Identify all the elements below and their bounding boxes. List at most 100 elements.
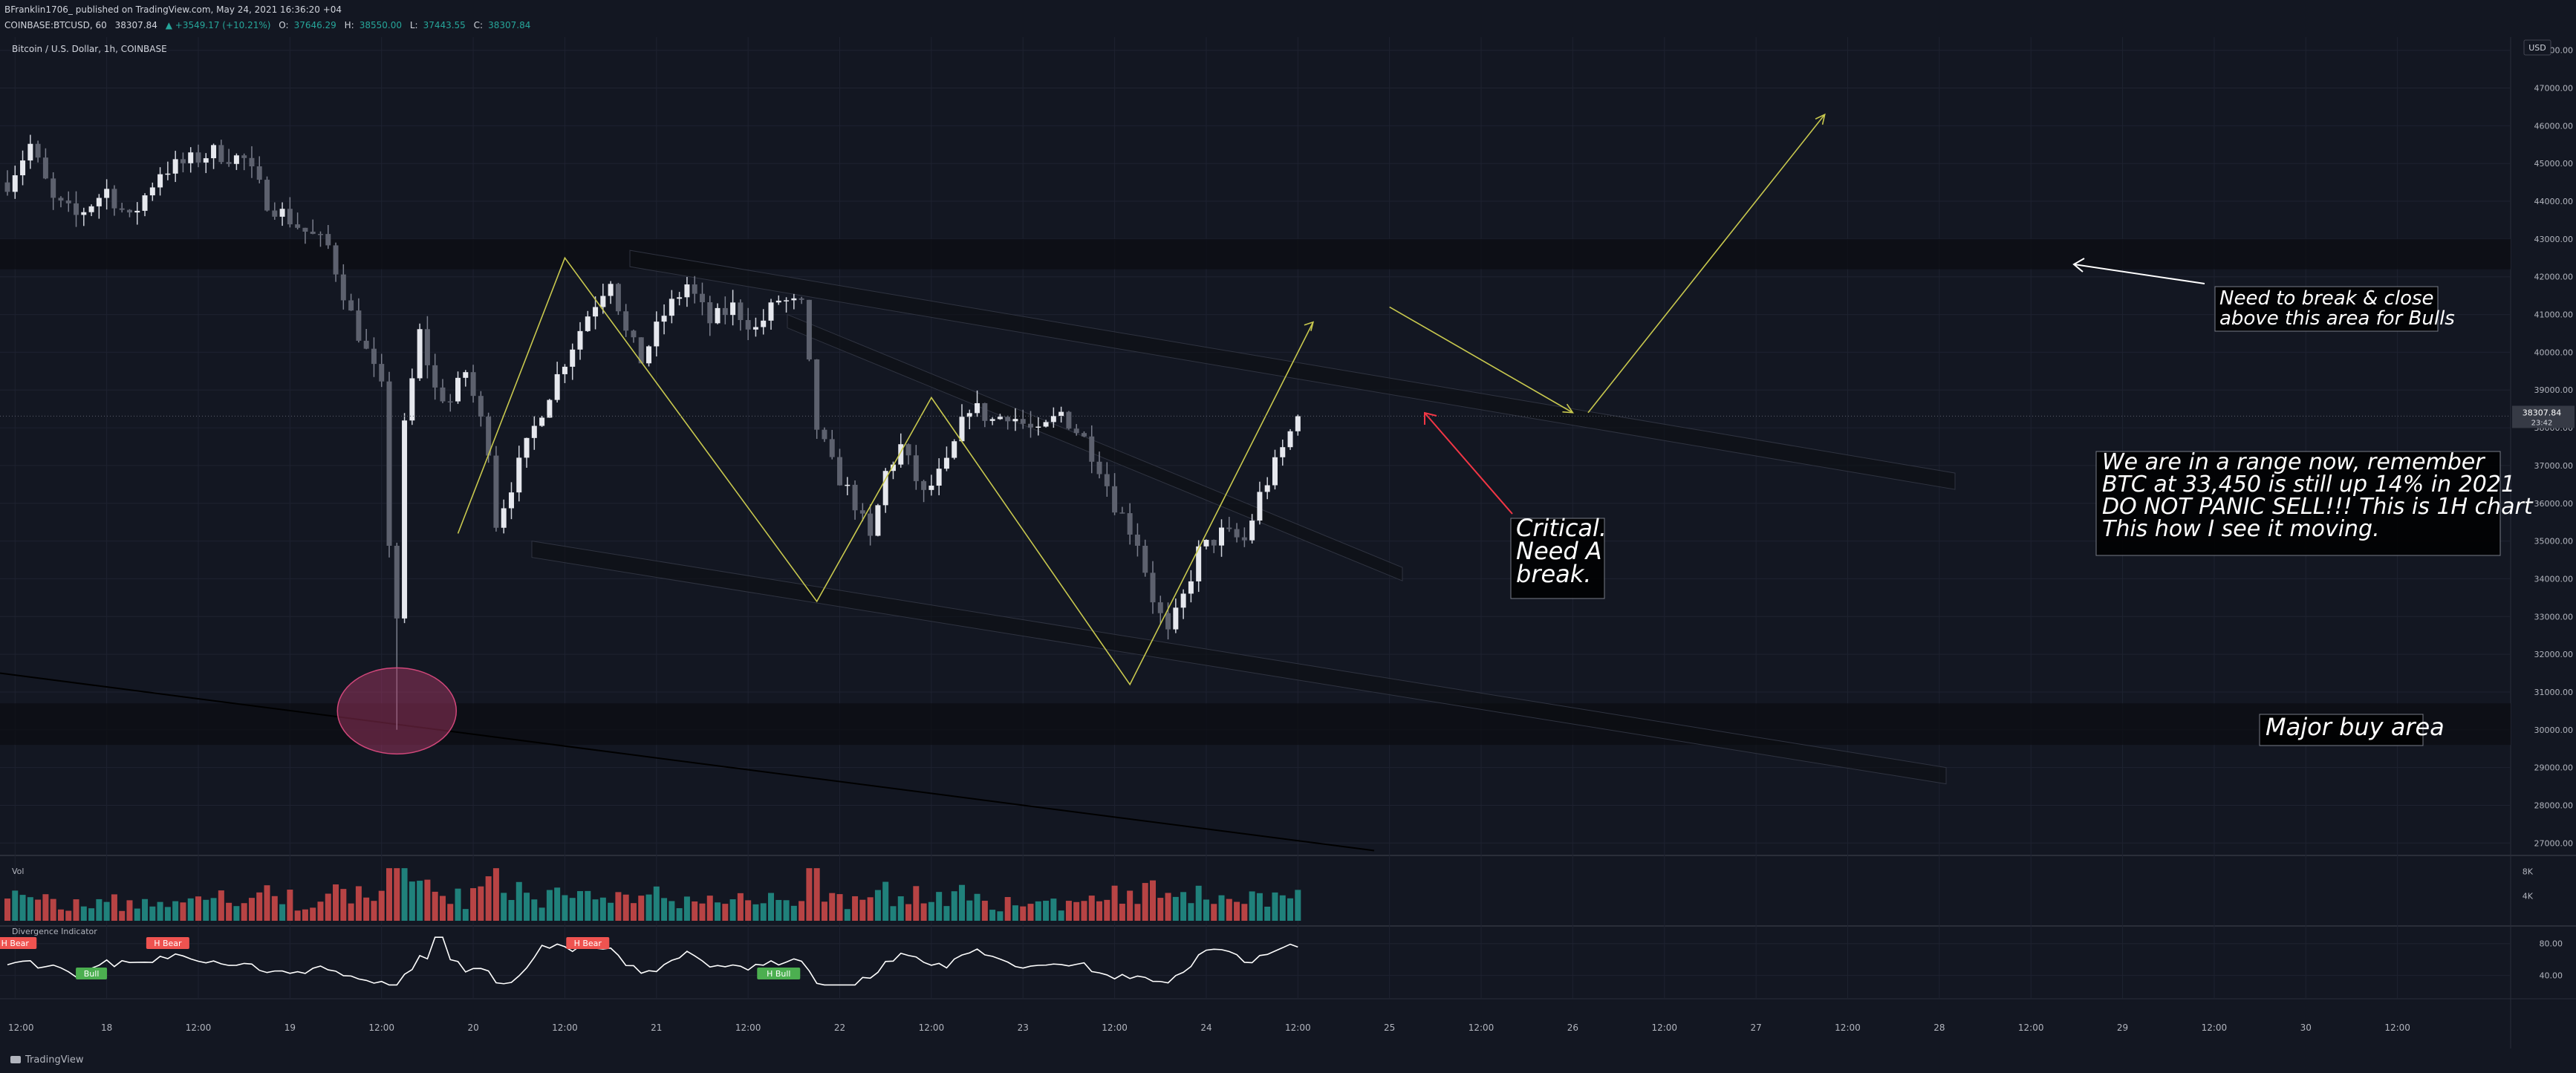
price-tick-label: 27000.00 <box>2534 838 2574 848</box>
currency-box <box>2523 39 2551 56</box>
volume-bar <box>394 868 400 921</box>
volume-bar <box>692 901 698 921</box>
volume-bar <box>1050 898 1057 921</box>
candle-body <box>424 329 430 365</box>
indicator-signal-label: H Bear <box>154 939 182 948</box>
candle-body <box>356 310 362 341</box>
candle-body <box>149 187 155 196</box>
candle-body <box>1226 527 1232 529</box>
candle-body <box>547 399 553 418</box>
candle-body <box>1211 540 1217 546</box>
volume-bar <box>348 903 354 921</box>
ohlc-close-value: 38307.84 <box>488 20 531 30</box>
time-tick-label: 25 <box>1384 1023 1395 1033</box>
candle-body <box>1241 537 1247 541</box>
volume-bar <box>859 899 866 921</box>
volume-bar <box>882 881 889 921</box>
candle-body <box>1196 546 1202 581</box>
volume-bar <box>355 886 362 921</box>
lower-channel-band <box>531 541 1947 785</box>
volume-bar <box>1279 895 1286 921</box>
time-tick-label: 24 <box>1200 1023 1211 1033</box>
upper-channel-band <box>629 250 1956 490</box>
candle-body <box>1203 540 1209 547</box>
candle-body <box>104 189 110 198</box>
candle-body <box>989 419 995 421</box>
volume-bar <box>951 891 957 921</box>
volume-bar <box>920 903 927 921</box>
volume-bar <box>241 903 247 921</box>
note-range-text: This how I see it moving. <box>2102 516 2380 542</box>
price-tick-label: 39000.00 <box>2534 385 2574 395</box>
candle-body <box>745 320 751 330</box>
volume-bar <box>1043 901 1050 921</box>
candle-body <box>211 145 217 159</box>
candle-body <box>1028 423 1034 428</box>
candle-body <box>738 302 744 321</box>
volume-bar <box>608 902 614 921</box>
time-tick-label: 30 <box>2300 1023 2312 1033</box>
symbol-label[interactable]: COINBASE:BTCUSD, 60 <box>4 20 107 30</box>
chart-title: Bitcoin / U.S. Dollar, 1h, COINBASE <box>12 44 167 54</box>
candle-body <box>730 302 736 316</box>
candle-body <box>600 296 606 307</box>
candle-body <box>88 206 94 212</box>
candle-body <box>913 455 919 481</box>
mid-channel-band <box>787 313 1403 581</box>
volume-bar <box>279 904 286 921</box>
candle-body <box>180 159 186 163</box>
time-tick-label: 12:00 <box>8 1023 34 1033</box>
volume-bar <box>195 896 201 921</box>
candle-body <box>585 316 591 331</box>
resistance-zone <box>0 238 2511 270</box>
volume-bar <box>577 891 583 921</box>
volume-bar <box>905 904 912 921</box>
price-tick-label: 42000.00 <box>2534 273 2574 282</box>
candle-body <box>677 297 683 299</box>
tradingview-icon <box>10 1056 21 1063</box>
candle-body <box>975 402 980 414</box>
volume-bar <box>1218 895 1225 921</box>
price-tick-label: 40000.00 <box>2534 348 2574 357</box>
volume-bar <box>1203 899 1209 921</box>
volume-bar <box>417 881 423 921</box>
ohlc-close-key: C: <box>473 20 484 30</box>
candle-body <box>111 189 117 209</box>
volume-bar <box>27 897 33 921</box>
candle-body <box>409 378 415 421</box>
volume-bar <box>959 884 965 921</box>
price-tick-label: 34000.00 <box>2534 574 2574 584</box>
volume-bar <box>325 893 331 921</box>
time-tick-label: 28 <box>1933 1023 1945 1033</box>
volume-bar <box>126 900 133 921</box>
candle-body <box>96 198 102 206</box>
price-chart[interactable]: 27000.00 28000.00 29000.00 30000.00 31000.00… <box>0 37 2576 1048</box>
indicator-line <box>7 936 1298 986</box>
volume-tick-label: 8K <box>2523 867 2534 876</box>
volume-bar <box>729 899 736 921</box>
candle-body <box>1287 431 1293 448</box>
candle-body <box>279 209 285 217</box>
candle-body <box>997 417 1003 420</box>
volume-bar <box>775 899 782 921</box>
candle-body <box>27 143 33 161</box>
volume-bar <box>333 884 339 921</box>
volume-bar <box>928 901 934 921</box>
volume-bar <box>462 909 469 921</box>
volume-bar <box>1150 880 1156 921</box>
price-tick-label: 36000.00 <box>2534 499 2574 509</box>
candle-body <box>1104 474 1110 486</box>
volume-bar <box>852 896 859 921</box>
volume-bar <box>42 894 49 921</box>
publisher-line: BFranklin1706_ published on TradingView.… <box>4 4 342 15</box>
volume-bar <box>966 900 973 921</box>
volume-bar <box>1104 899 1110 921</box>
candle-body <box>241 155 247 158</box>
note-critical-text: break. <box>1516 560 1591 588</box>
volume-bar <box>1249 891 1255 921</box>
candle-body <box>761 320 767 327</box>
volume-bar <box>1012 905 1018 921</box>
note-critical-text: Critical. <box>1516 514 1607 542</box>
candle-body <box>784 300 790 301</box>
tradingview-logo[interactable]: TradingView <box>10 1054 84 1066</box>
